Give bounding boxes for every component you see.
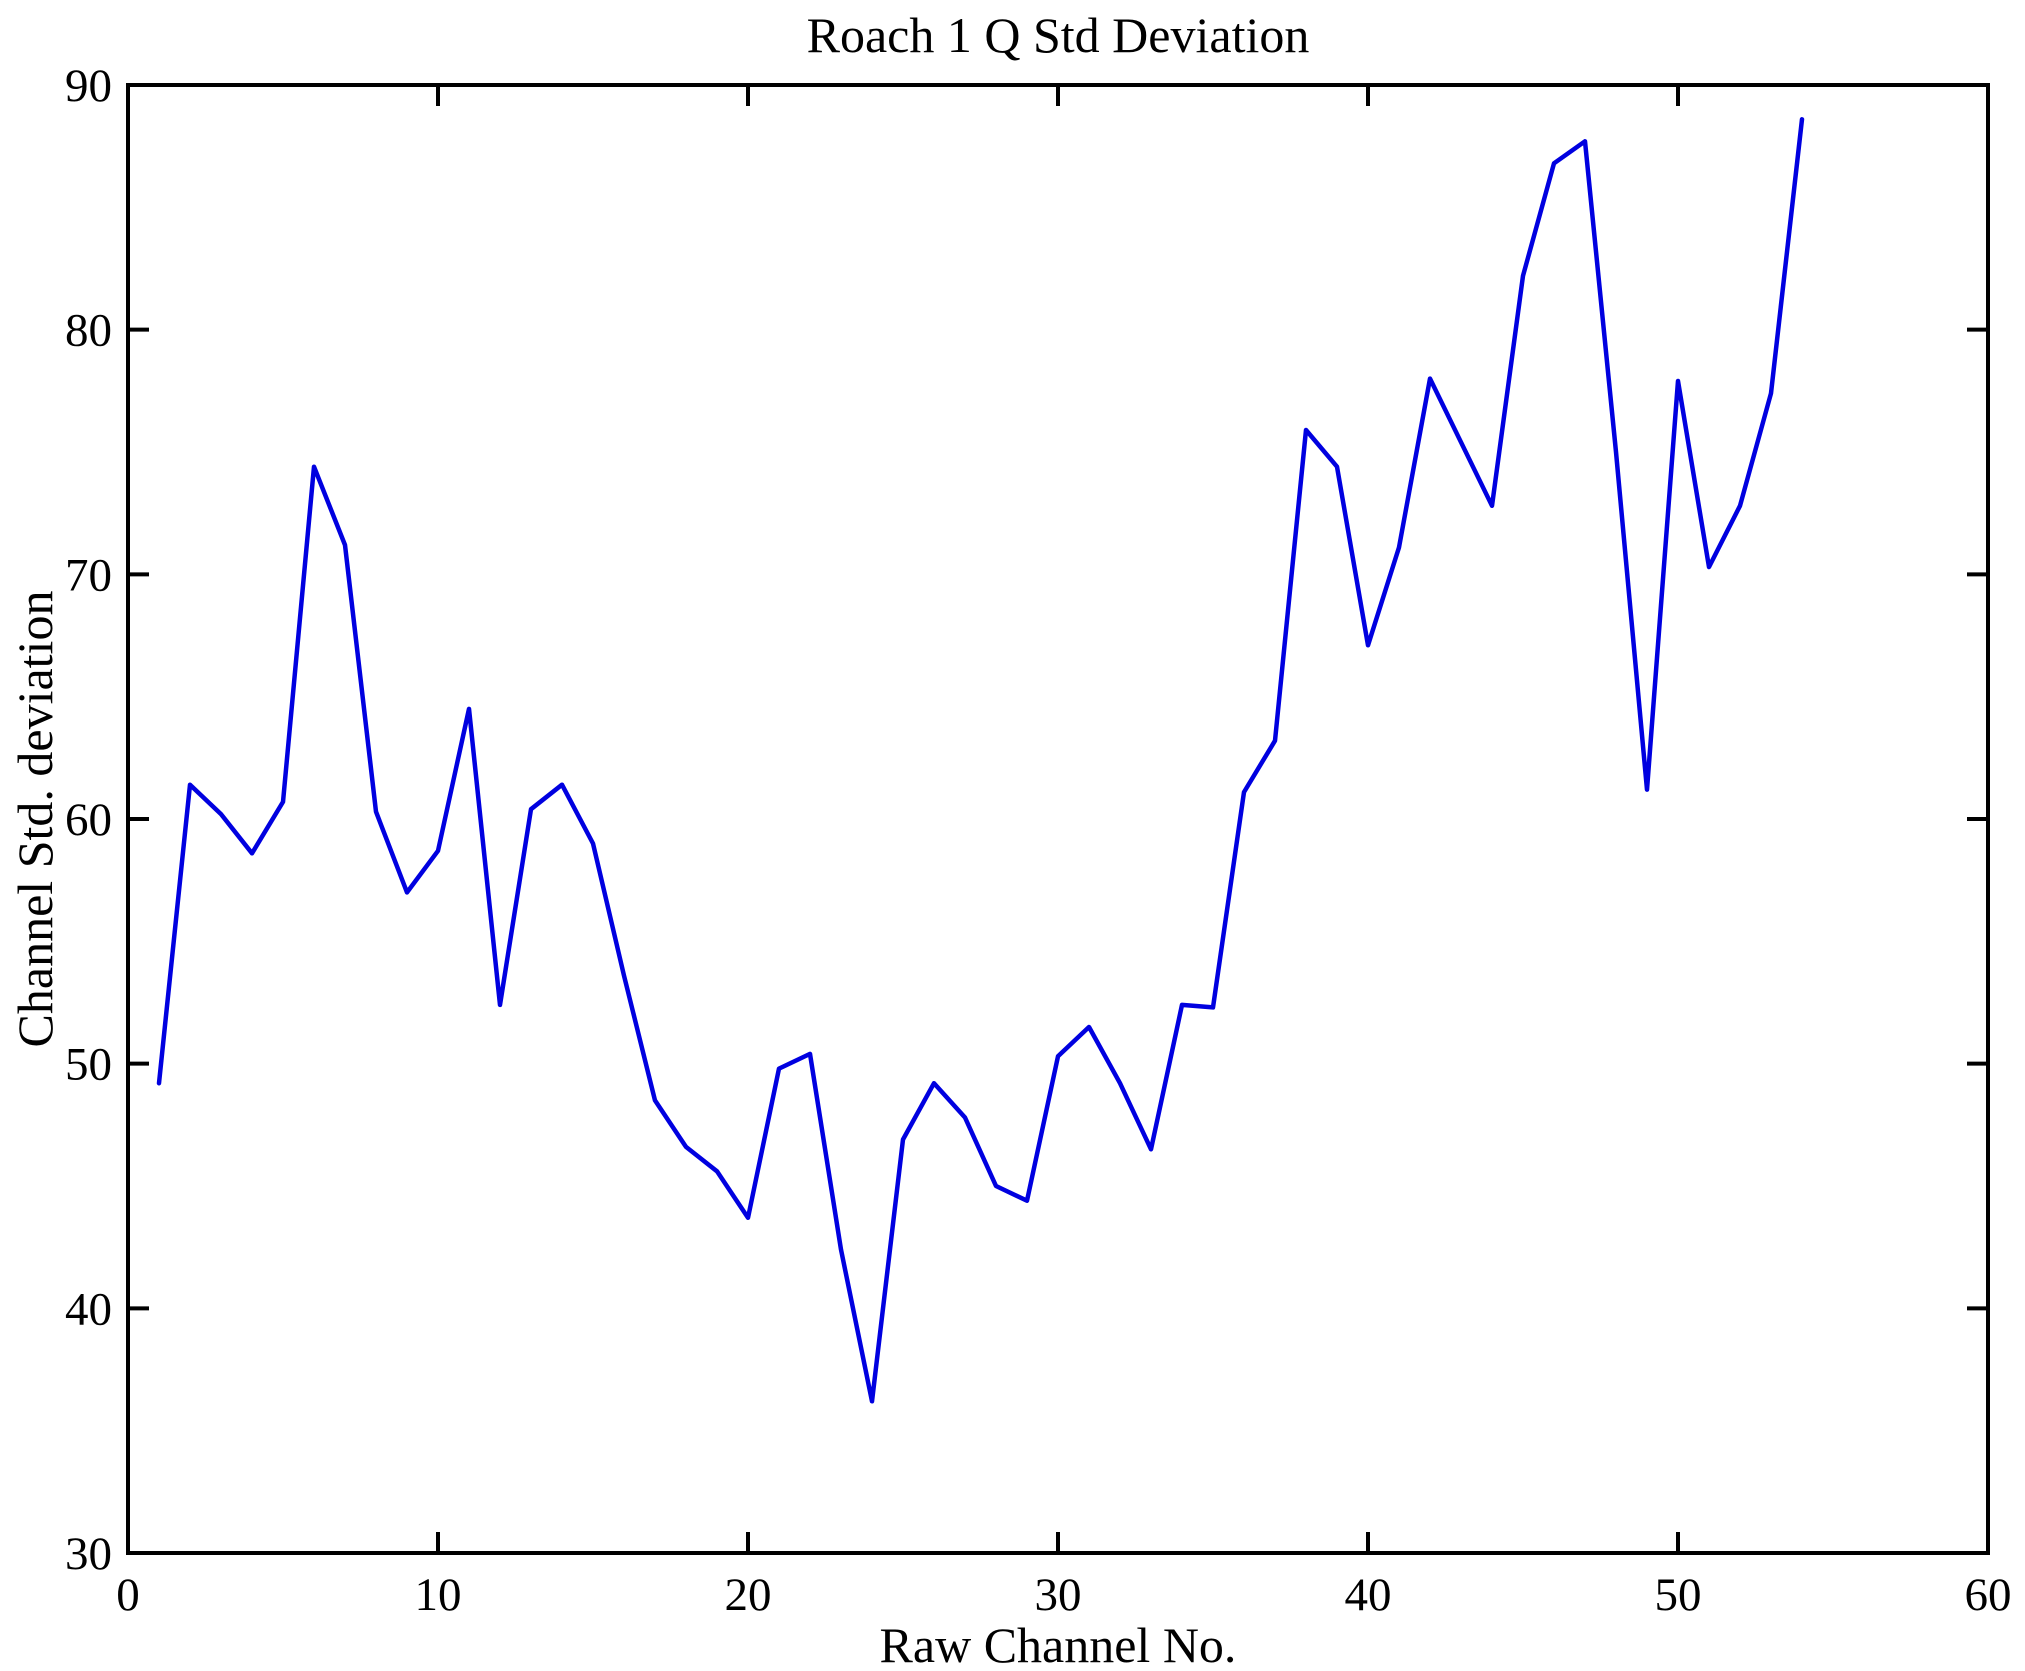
y-tick-label: 70 — [65, 549, 112, 601]
x-axis-label: Raw Channel No. — [880, 1617, 1237, 1671]
y-tick-label: 50 — [65, 1039, 112, 1091]
x-tick-label: 30 — [1035, 1569, 1082, 1621]
x-tick-label: 20 — [725, 1569, 772, 1621]
x-tick-labels: 0 10 20 30 40 50 60 — [116, 1569, 2011, 1621]
chart-title: Roach 1 Q Std Deviation — [807, 7, 1310, 63]
y-tick-label: 80 — [65, 305, 112, 357]
plot-frame — [126, 83, 1990, 1555]
y-tick-label: 40 — [65, 1283, 112, 1335]
axis-ticks — [126, 83, 1990, 1555]
x-tick-label: 40 — [1345, 1569, 1392, 1621]
y-tick-label: 30 — [65, 1528, 112, 1580]
y-axis-label: Channel Std. deviation — [7, 591, 63, 1048]
x-tick-label: 10 — [415, 1569, 462, 1621]
x-tick-label: 60 — [1965, 1569, 2012, 1621]
x-tick-label: 50 — [1655, 1569, 1702, 1621]
x-tick-label: 0 — [116, 1569, 140, 1621]
y-tick-label: 60 — [65, 794, 112, 846]
y-tick-label: 90 — [65, 60, 112, 112]
data-line — [156, 117, 1805, 1404]
y-tick-labels: 30 40 50 60 70 80 90 — [65, 60, 112, 1580]
